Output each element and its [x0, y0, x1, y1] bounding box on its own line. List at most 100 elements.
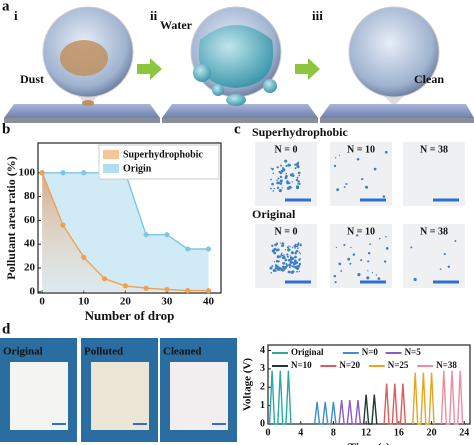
particle: [377, 277, 381, 280]
particle: [294, 255, 297, 259]
particle: [336, 188, 340, 192]
particle: [270, 167, 272, 170]
photo-label: Polluted: [84, 346, 123, 358]
particle: [375, 274, 378, 276]
particle: [275, 260, 279, 263]
step-label: ii: [150, 8, 158, 23]
legend-label: N=38: [436, 360, 457, 370]
particle: [335, 246, 338, 248]
particle: [270, 178, 272, 181]
legend-label: Superhydrophobic: [123, 149, 203, 160]
dust: [60, 40, 108, 76]
particle: [378, 237, 381, 240]
particle: [443, 252, 446, 256]
particle: [286, 181, 290, 185]
particle: [385, 247, 389, 250]
legend-label: Origin: [123, 163, 152, 174]
particle: [298, 251, 301, 253]
particle: [284, 258, 288, 262]
particle: [286, 255, 289, 258]
particle: [281, 268, 285, 272]
particle: [281, 167, 284, 170]
particle: [288, 263, 292, 267]
particle: [291, 172, 294, 175]
particle: [410, 246, 413, 249]
photo-label: Cleaned: [163, 346, 202, 358]
particle: [280, 164, 282, 167]
marker: [39, 170, 45, 176]
step-label: iii: [312, 8, 323, 23]
area: [42, 172, 209, 292]
label: Clean: [414, 72, 444, 86]
particle: [287, 163, 291, 167]
legend-label: N=0: [362, 347, 379, 357]
particle: [294, 247, 296, 249]
droplet: [212, 84, 224, 96]
particle: [292, 265, 295, 268]
line: [313, 401, 337, 425]
legend-swatch: [103, 150, 119, 159]
pointer: [384, 96, 404, 104]
particle: [333, 164, 337, 168]
particle: [334, 157, 337, 159]
particle: [299, 262, 301, 265]
marker: [205, 288, 212, 294]
line: [363, 394, 378, 425]
particle: [291, 246, 294, 249]
magnifier: [348, 6, 440, 98]
droplet: [226, 94, 246, 106]
panel-label: c: [234, 121, 241, 137]
particle: [283, 265, 287, 269]
particle: [293, 260, 297, 264]
particle: [286, 253, 289, 256]
particle: [413, 277, 417, 282]
x-axis-label: Number of drop: [85, 308, 175, 323]
particle: [291, 175, 294, 177]
particle: [282, 254, 284, 257]
x-tick-label: 10: [78, 296, 90, 308]
marker: [143, 285, 149, 291]
particle: [273, 261, 276, 263]
particle: [296, 262, 298, 265]
particle: [334, 281, 337, 284]
particle: [284, 159, 288, 163]
particle: [454, 240, 457, 242]
particle: [269, 266, 273, 270]
water-drop: [198, 25, 274, 88]
particle: [272, 269, 276, 272]
particle: [350, 246, 352, 249]
particle: [279, 255, 282, 258]
sample: [170, 362, 228, 430]
droplet: [263, 79, 277, 93]
particle: [352, 253, 356, 256]
y-tick-label: 3: [260, 363, 265, 374]
particle: [290, 270, 294, 274]
arrow: [137, 58, 162, 80]
particle: [291, 181, 293, 183]
particle: [281, 187, 283, 189]
particle: [279, 179, 283, 183]
particle: [282, 168, 286, 172]
particle: [280, 252, 283, 255]
particle: [279, 242, 282, 244]
particle: [296, 270, 298, 273]
x-tick-label: 8: [331, 427, 336, 438]
particle: [279, 182, 283, 185]
particle: [290, 251, 294, 255]
particle: [343, 244, 346, 247]
row-title: Superhydrophobic: [252, 125, 348, 139]
particle: [383, 260, 387, 263]
particle: [347, 257, 351, 261]
particle: [277, 186, 279, 189]
particle: [287, 258, 291, 262]
particle: [295, 178, 299, 182]
sample: [91, 362, 149, 430]
particle: [291, 261, 294, 264]
particle: [276, 166, 279, 169]
particle: [369, 243, 372, 245]
particle: [274, 243, 277, 246]
y-tick-label: 60: [24, 214, 36, 226]
step-2: [162, 6, 318, 123]
particle: [277, 177, 280, 180]
